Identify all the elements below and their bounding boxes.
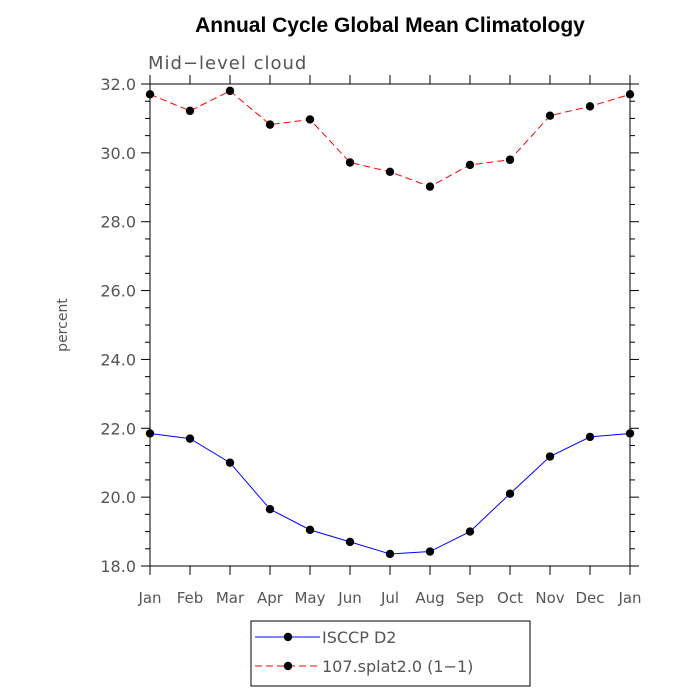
y-axis-label: percent xyxy=(55,298,71,352)
data-point xyxy=(505,489,515,498)
y-tick-label: 30.0 xyxy=(100,144,136,163)
x-tick-labels: Jan Feb Mar Apr May Jun Jul Aug Sep Oct Nov Dec Jan xyxy=(137,589,641,607)
data-point xyxy=(305,525,315,535)
data-point xyxy=(345,158,355,167)
legend-marker xyxy=(283,661,293,671)
data-point xyxy=(585,432,595,442)
x-tick-label: Jan xyxy=(137,589,161,607)
legend-label: 107.splat2.0 (1−1) xyxy=(322,657,473,676)
x-tick-label: Dec xyxy=(575,589,604,607)
series-0 xyxy=(145,429,635,559)
data-point xyxy=(545,111,555,120)
series-layer xyxy=(145,86,635,559)
data-point xyxy=(225,458,235,467)
data-point xyxy=(265,504,275,514)
chart-subtitle: Mid−level cloud xyxy=(148,53,307,74)
x-tick-label: Sep xyxy=(456,589,484,607)
data-point xyxy=(505,155,515,164)
x-tick-label: Jul xyxy=(380,589,399,607)
series-1 xyxy=(145,86,635,191)
x-tick-label: May xyxy=(294,589,325,607)
data-point xyxy=(465,160,475,170)
data-point xyxy=(305,115,315,124)
x-tick-label: Jan xyxy=(617,589,641,607)
y-tick-label: 18.0 xyxy=(100,557,136,576)
legend-marker xyxy=(283,632,293,642)
x-tick-label: Mar xyxy=(216,589,245,607)
data-point xyxy=(385,549,395,559)
axis-ticks xyxy=(141,75,639,575)
legend-label: ISCCP D2 xyxy=(322,628,396,647)
data-point xyxy=(545,452,555,461)
y-tick-label: 22.0 xyxy=(100,419,136,438)
x-tick-label: Jun xyxy=(337,589,361,607)
data-point xyxy=(225,86,235,96)
plot-frame xyxy=(149,83,631,567)
y-tick-label: 24.0 xyxy=(100,350,136,369)
x-tick-label: Apr xyxy=(257,589,284,607)
data-point xyxy=(425,182,435,191)
data-point xyxy=(345,537,355,547)
legend-entries: ISCCP D2 107.splat2.0 (1−1) xyxy=(255,628,473,676)
data-point xyxy=(185,434,195,443)
legend: ISCCP D2 107.splat2.0 (1−1) xyxy=(250,620,531,687)
data-point xyxy=(585,102,595,111)
data-point xyxy=(185,106,195,116)
y-tick-label: 32.0 xyxy=(100,75,136,94)
y-tick-label: 28.0 xyxy=(100,213,136,232)
x-tick-label: Oct xyxy=(497,589,523,607)
x-tick-label: Aug xyxy=(415,589,444,607)
y-tick-label: 20.0 xyxy=(100,488,136,507)
data-point xyxy=(265,120,275,129)
y-tick-labels: 18.0 20.0 22.0 24.0 26.0 28.0 30.0 32.0 xyxy=(100,75,136,576)
series-line xyxy=(149,432,631,555)
x-tick-label: Feb xyxy=(177,589,204,607)
data-point xyxy=(385,167,395,176)
legend-box xyxy=(250,620,531,687)
data-point xyxy=(425,547,435,556)
chart-title: Annual Cycle Global Mean Climatology xyxy=(195,14,585,37)
x-tick-label: Nov xyxy=(535,589,564,607)
data-point xyxy=(465,527,475,536)
legend-entry-1: 107.splat2.0 (1−1) xyxy=(255,657,473,676)
y-tick-label: 26.0 xyxy=(100,282,136,301)
legend-entry-0: ISCCP D2 xyxy=(255,628,396,647)
